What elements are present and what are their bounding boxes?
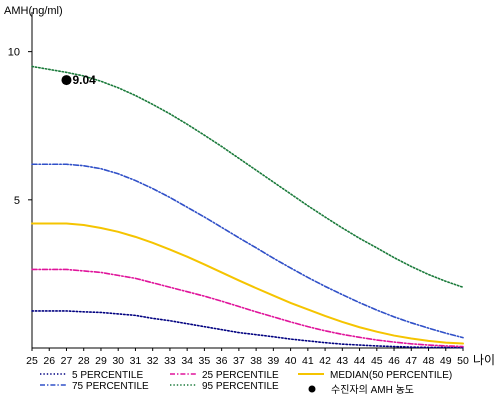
- y-axis-label: AMH(ng/ml): [4, 5, 63, 17]
- x-tick-label: 34: [181, 355, 193, 367]
- x-axis-label: 나이: [473, 353, 495, 367]
- legend-label-1: 25 PERCENTILE: [202, 370, 279, 381]
- series-lines: [31, 65, 464, 349]
- patient-marker: 9.04: [61, 73, 96, 87]
- legend: 5 PERCENTILE 25 PERCENTILE MEDIAN(50 PERCE…: [40, 370, 452, 396]
- x-tick-label: 29: [95, 355, 107, 367]
- axes: AMH(ng/ml) 5 10 25 26 27 28 29 30 31 32 33 34 35 36 37 3…: [4, 5, 495, 367]
- x-tick-label: 45: [371, 355, 383, 367]
- x-tick-label: 31: [130, 355, 142, 367]
- x-tick-label: 32: [147, 355, 159, 367]
- legend-marker-swatch: [308, 385, 316, 393]
- series-line-4: [31, 65, 464, 289]
- x-tick-label: 37: [233, 355, 245, 367]
- marker-label: 9.04: [72, 73, 96, 87]
- y-tick-label: 10: [8, 47, 20, 59]
- x-tick-label: 25: [26, 355, 38, 367]
- x-tick-label: 46: [388, 355, 400, 367]
- x-tick-label: 35: [199, 355, 211, 367]
- legend-label-2: MEDIAN(50 PERCENTILE): [330, 370, 452, 381]
- legend-marker-label: 수진자의 AMH 농도: [331, 384, 414, 396]
- x-tick-label: 39: [268, 355, 280, 367]
- legend-label-4: 95 PERCENTILE: [202, 381, 279, 392]
- series-line-0: [31, 310, 464, 349]
- x-tick-label: 36: [216, 355, 228, 367]
- x-tick-label: 41: [302, 355, 314, 367]
- series-line-3: [31, 163, 464, 339]
- x-tick-label: 33: [164, 355, 176, 367]
- x-tick-label: 47: [405, 355, 417, 367]
- x-tick-label: 26: [43, 355, 55, 367]
- marker-point: [61, 75, 72, 86]
- x-tick-label: 49: [440, 355, 452, 367]
- x-tick-label: 28: [78, 355, 90, 367]
- x-tick-label: 42: [319, 355, 331, 367]
- x-tick-label: 27: [61, 355, 73, 367]
- x-tick-label: 48: [423, 355, 435, 367]
- x-tick-label: 30: [112, 355, 124, 367]
- legend-label-0: 5 PERCENTILE: [72, 370, 143, 381]
- series-line-2: [31, 222, 464, 345]
- y-tick-label: 5: [14, 195, 20, 207]
- x-tick-label: 50: [457, 355, 469, 367]
- x-tick-label: 44: [354, 355, 366, 367]
- x-tick-label: 43: [336, 355, 348, 367]
- series-line-1: [31, 268, 464, 348]
- x-tick-label: 38: [250, 355, 262, 367]
- x-tick-label: 40: [285, 355, 297, 367]
- legend-label-3: 75 PERCENTILE: [72, 381, 149, 392]
